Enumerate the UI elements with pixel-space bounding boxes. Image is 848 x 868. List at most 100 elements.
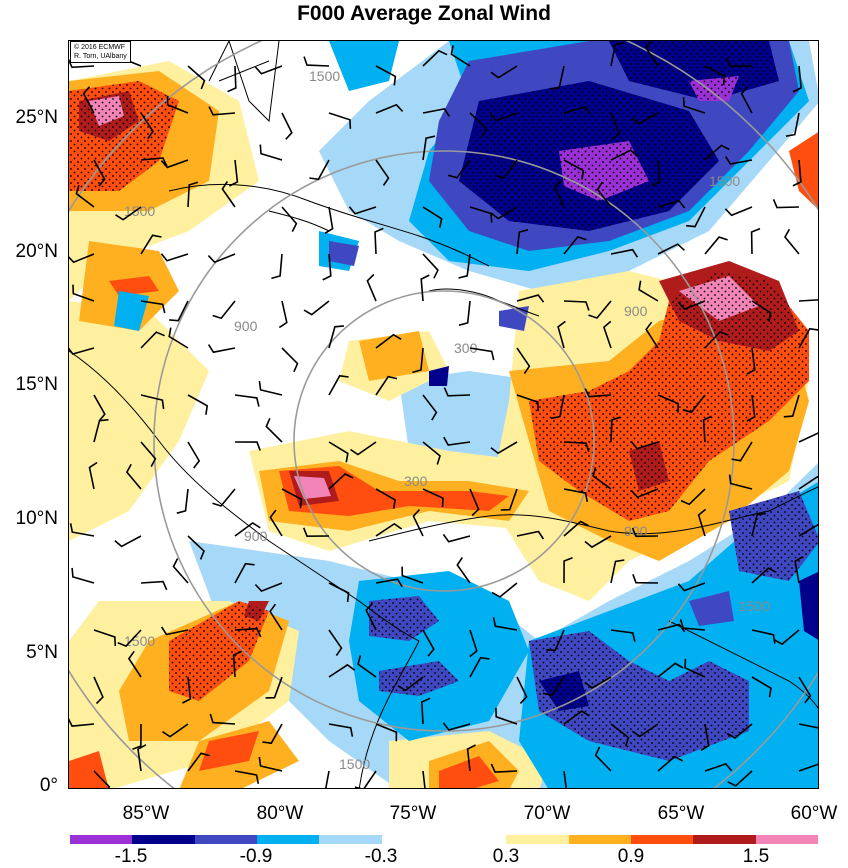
wind-barb: [516, 347, 531, 375]
wind-barb: [491, 582, 518, 598]
wind-barb: [69, 253, 95, 264]
wind-barb: [354, 770, 377, 788]
wind-barb: [258, 756, 283, 772]
wind-barb: [677, 300, 706, 310]
wind-barb: [160, 626, 189, 636]
wind-barb: [422, 441, 441, 465]
wind-barb: [229, 159, 239, 187]
wind-barb: [401, 566, 424, 584]
wind-barb: [187, 441, 201, 469]
wind-barb: [69, 58, 95, 69]
lon-label-65w: 65°W: [657, 803, 705, 824]
map-panel: 300 300 900 900 900 900 1500 1500 1500 1…: [68, 40, 819, 789]
colorbar-segment-7: [506, 835, 569, 844]
wind-barb: [584, 535, 612, 549]
wind-barb: [374, 227, 384, 255]
colorbar-segment-10: [693, 835, 756, 844]
lon-label-80w: 80°W: [256, 803, 304, 824]
wind-barb: [728, 474, 753, 490]
wind-barb: [563, 441, 590, 452]
wind-barb: [140, 234, 162, 255]
wind-barb: [227, 65, 237, 93]
wind-barb: [697, 508, 707, 537]
wind-barb: [69, 523, 95, 537]
ring-label-1500-top: 1500: [309, 68, 340, 84]
distance-rings: [69, 41, 818, 788]
wind-barb: [679, 619, 706, 631]
wind-barb: [516, 676, 528, 704]
lon-label-75w: 75°W: [389, 803, 437, 824]
wind-barb: [792, 159, 802, 187]
wind-barb: [725, 57, 753, 68]
wind-barb: [375, 103, 404, 114]
ring-label-900-left: 900: [234, 318, 258, 334]
wind-barb: [563, 710, 590, 725]
wind-barb: [700, 723, 710, 751]
wind-barb: [792, 65, 802, 93]
wind-barb: [234, 394, 260, 407]
wind-barb: [127, 650, 142, 678]
wind-barb: [93, 418, 109, 443]
wind-barb: [724, 206, 753, 217]
colorbar-segment-3: [256, 835, 320, 844]
wind-barb: [704, 762, 733, 772]
wind-barb: [610, 149, 638, 161]
wind-barb: [584, 388, 612, 398]
wind-barb: [303, 56, 330, 67]
wind-barb: [469, 488, 480, 517]
wind-barb: [328, 663, 356, 678]
wind-barb: [140, 157, 168, 167]
colorbar: [70, 835, 818, 844]
wind-barb: [422, 135, 436, 161]
credit-box: © 2016 ECMWF R. Torn, UAlbany: [70, 41, 131, 63]
colorbar-segment-2: [194, 835, 257, 844]
wind-barb: [610, 248, 639, 258]
ring-labels: 300 300 900 900 900 900 1500 1500 1500 1…: [124, 68, 770, 772]
wind-barb: [450, 45, 471, 67]
lon-label-60w: 60°W: [790, 803, 838, 824]
wind-barb: [69, 718, 95, 727]
wind-barb: [328, 582, 350, 603]
wind-barb: [357, 655, 377, 678]
credit-line-2: R. Torn, UAlbany: [74, 53, 127, 60]
wind-barb: [798, 432, 818, 443]
wind-barb: [328, 374, 349, 396]
wind-barb: [328, 629, 343, 657]
wind-barb: [610, 416, 621, 443]
ring-label-1500-lowleft: 1500: [124, 633, 155, 649]
wind-barb: [751, 676, 772, 698]
wind-barb: [422, 488, 444, 508]
wind-barb: [563, 159, 585, 180]
wind-barb: [254, 65, 283, 75]
wind-barb: [490, 763, 518, 773]
wind-barb: [724, 155, 753, 165]
wind-barb: [773, 629, 800, 646]
wind-barb: [516, 394, 539, 412]
wind-field-map: 300 300 900 900 900 900 1500 1500 1500 1…: [69, 41, 818, 788]
wind-barb: [265, 417, 283, 443]
wind-barb: [115, 206, 142, 221]
colorbar-label-1.5: 1.5: [742, 846, 770, 867]
wind-barb: [375, 522, 403, 537]
wind-barb: [328, 441, 349, 463]
wind-barb: [422, 770, 426, 788]
wind-barb: [553, 180, 565, 208]
wind-barb: [442, 722, 471, 731]
wind-barb: [657, 623, 686, 633]
wind-barb: [258, 380, 283, 396]
wind-barb: [262, 723, 283, 745]
wind-barb: [140, 112, 154, 140]
colorbar-label-neg0.3: -0.3: [364, 846, 398, 867]
wind-barb: [798, 676, 812, 704]
wind-barb: [469, 112, 487, 137]
wind-barb: [726, 723, 753, 739]
credit-line-1: © 2016 ECMWF: [74, 44, 126, 51]
wind-barb: [114, 535, 142, 548]
wind-barb: [93, 629, 117, 647]
wind-barb: [492, 617, 518, 631]
wind-barb: [751, 300, 772, 322]
wind-barb: [746, 394, 756, 422]
wind-barb: [422, 629, 435, 657]
wind-barb: [375, 159, 390, 186]
lat-label-25n: 25°N: [15, 107, 58, 128]
